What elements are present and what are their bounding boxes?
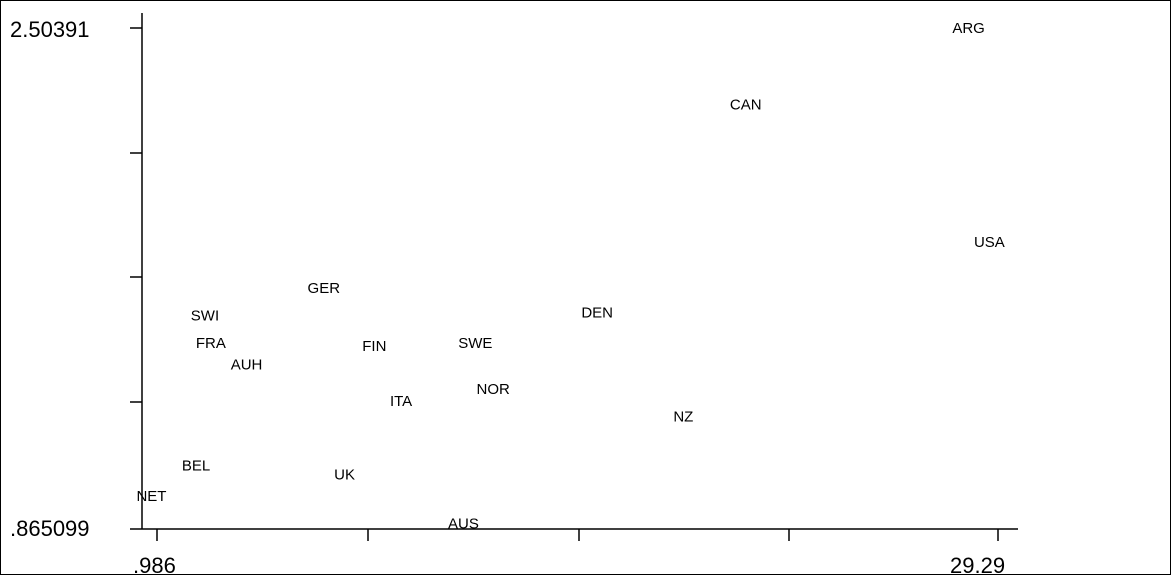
x-tick-label-min: .986 — [133, 553, 176, 577]
y-ticks — [130, 27, 142, 530]
point-label-den: DEN — [581, 304, 613, 321]
point-label-can: CAN — [730, 97, 762, 114]
y-tick-label-min: .865099 — [10, 516, 90, 541]
point-label-usa: USA — [974, 234, 1005, 251]
point-label-swi: SWI — [191, 308, 219, 325]
point-label-aus: AUS — [448, 515, 479, 532]
point-label-bel: BEL — [182, 457, 210, 474]
point-label-swe: SWE — [458, 335, 492, 352]
point-label-net: NET — [136, 488, 166, 505]
point-label-fra: FRA — [196, 335, 226, 352]
point-label-nz: NZ — [673, 408, 693, 425]
point-label-ger: GER — [308, 280, 341, 297]
point-label-auh: AUH — [231, 356, 263, 373]
point-label-fin: FIN — [362, 338, 386, 355]
x-tick-label-max: 29.29 — [950, 553, 1005, 577]
x-ticks — [156, 529, 999, 541]
axes — [141, 13, 1018, 530]
point-label-nor: NOR — [477, 381, 511, 398]
point-label-uk: UK — [334, 466, 355, 483]
y-tick-label-max: 2.50391 — [10, 17, 90, 42]
point-label-arg: ARG — [952, 20, 985, 37]
data-points: ARG CAN USA DEN GER SWI FRA FIN SWE AUH NOR ITA NZ BE… — [136, 20, 1004, 532]
point-label-ita: ITA — [390, 393, 412, 410]
